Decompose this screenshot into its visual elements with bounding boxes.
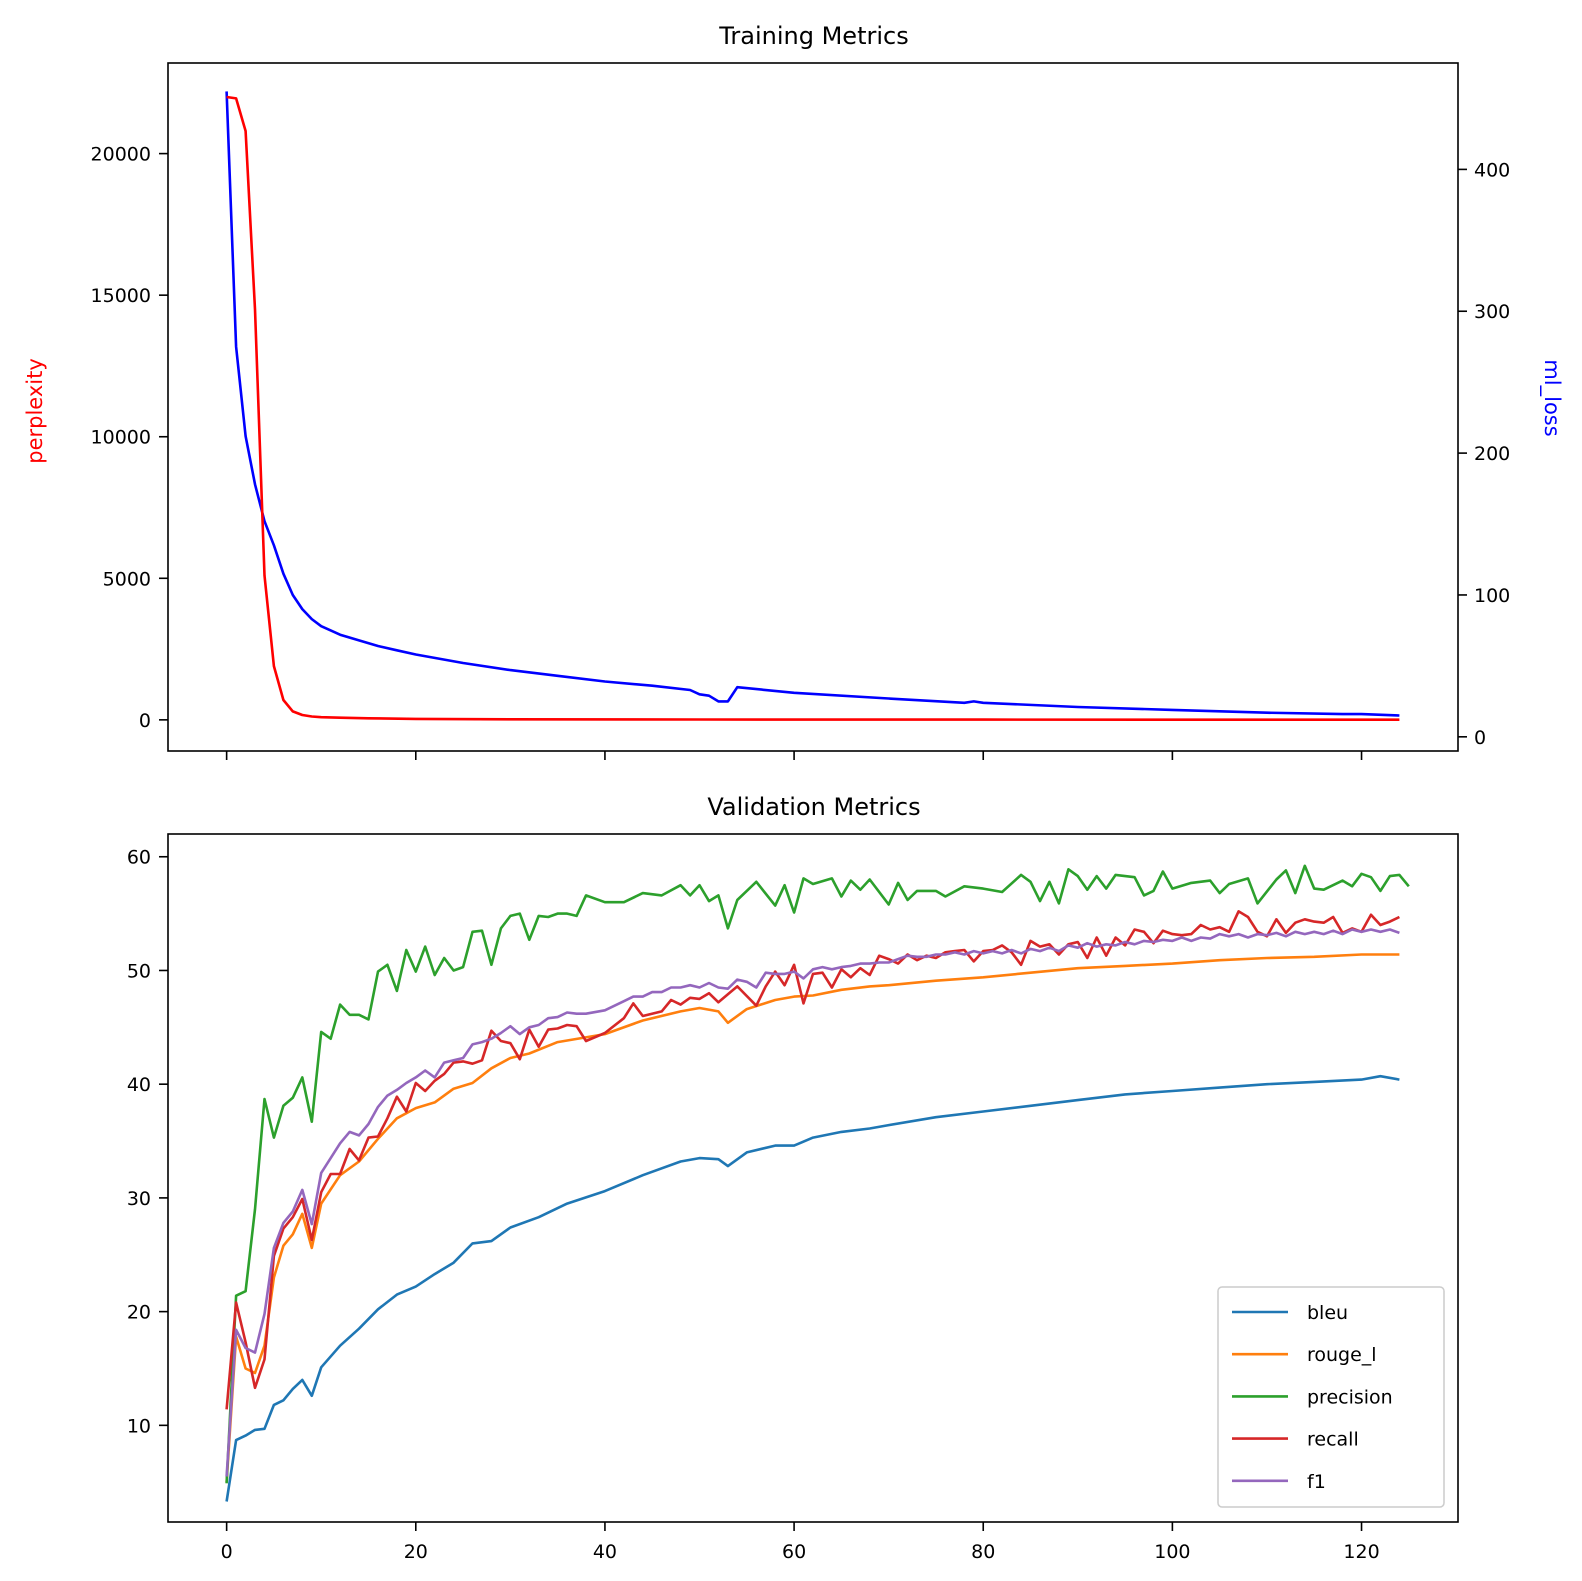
series-line-f1 [225,928,1400,1477]
validation-metrics-title: Validation Metrics [707,793,920,821]
y-tick-label: 0 [139,710,151,732]
series-line-perplexity [226,95,1400,721]
perplexity-axis-label: perplexity [23,358,47,464]
x-tick-label: 80 [971,1541,995,1563]
y-tick-label: 20 [127,1302,151,1324]
x-tick-label: 0 [221,1541,233,1563]
series-line-bleu [225,1074,1400,1502]
y2-tick-label: 300 [1474,301,1510,323]
validation-x-ticks: 0 20 40 60 80 100 120 [221,1522,1380,1563]
validation-legend: bleu rouge_l precision recall f1 [1217,1286,1445,1508]
x-tick-label: 60 [782,1541,806,1563]
y-tick-label: 60 [127,847,151,869]
validation-y-ticks: 10 20 30 40 50 60 [127,847,168,1437]
legend-label: rouge_l [1307,1344,1377,1366]
training-axes-frame [167,62,1459,752]
legend-item-precision: precision [1232,1386,1393,1408]
validation-lines [225,864,1410,1502]
legend-frame [1217,1286,1445,1508]
y-tick-label: 15000 [91,285,151,307]
y-tick-label: 10 [127,1415,151,1437]
y-tick-label: 40 [127,1074,151,1096]
legend-item-f1: f1 [1232,1471,1326,1493]
ml-loss-axis-ticks: 0 100 200 300 400 [1458,159,1510,749]
legend-label: recall [1307,1429,1359,1451]
legend-label: f1 [1307,1471,1326,1493]
series-line-ml-loss [225,91,1400,717]
legend-item-rouge-l: rouge_l [1232,1344,1377,1366]
x-tick-label: 100 [1154,1541,1190,1563]
training-x-ticks [225,751,1363,760]
legend-label: bleu [1307,1302,1348,1324]
training-metrics-panel: Training Metrics 0 5000 10000 15000 20000 0 1… [23,22,1564,760]
legend-item-bleu: bleu [1232,1302,1348,1324]
y-tick-label: 10000 [91,427,151,449]
ml-loss-axis-label: ml_loss [1539,359,1564,436]
y-tick-label: 20000 [91,144,151,166]
y2-tick-label: 0 [1474,727,1486,749]
y-tick-label: 30 [127,1188,151,1210]
validation-axes-frame [167,833,1459,1523]
x-tick-label: 20 [404,1541,428,1563]
perplexity-axis-ticks: 0 5000 10000 15000 20000 [91,144,168,732]
x-tick-label: 120 [1343,1541,1379,1563]
y2-tick-label: 400 [1474,159,1510,181]
x-tick-label: 40 [593,1541,617,1563]
validation-metrics-panel: Validation Metrics 10 20 30 40 50 60 0 20 40 60 8… [127,793,1459,1563]
series-line-recall [225,910,1400,1410]
y-tick-label: 5000 [103,568,151,590]
legend-item-recall: recall [1232,1429,1359,1451]
training-lines [225,91,1400,721]
legend-label: precision [1307,1386,1393,1408]
y-tick-label: 50 [127,960,151,982]
training-metrics-title: Training Metrics [718,22,908,50]
y2-tick-label: 200 [1474,443,1510,465]
y2-tick-label: 100 [1474,585,1510,607]
series-line-precision [225,864,1410,1484]
